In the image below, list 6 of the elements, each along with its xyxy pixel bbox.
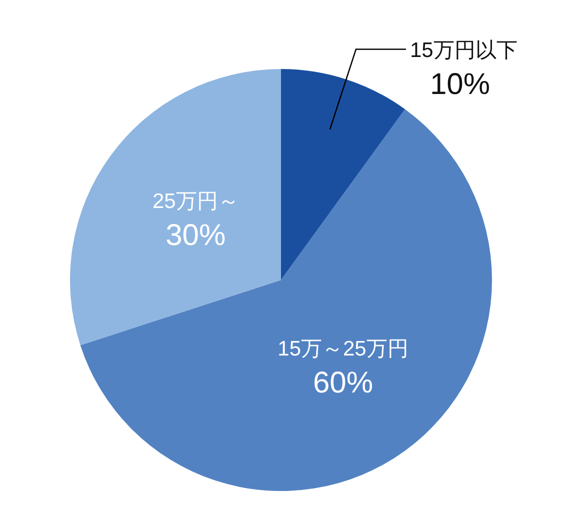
data-label: 60% — [312, 366, 374, 400]
data-label: 10% — [430, 68, 490, 102]
slice-label: 25万円～ — [152, 190, 239, 213]
slice-label: 15万～25万円 — [278, 337, 408, 360]
data-label: 30% — [166, 218, 226, 252]
slice-label: 15万円以下 — [410, 39, 518, 62]
